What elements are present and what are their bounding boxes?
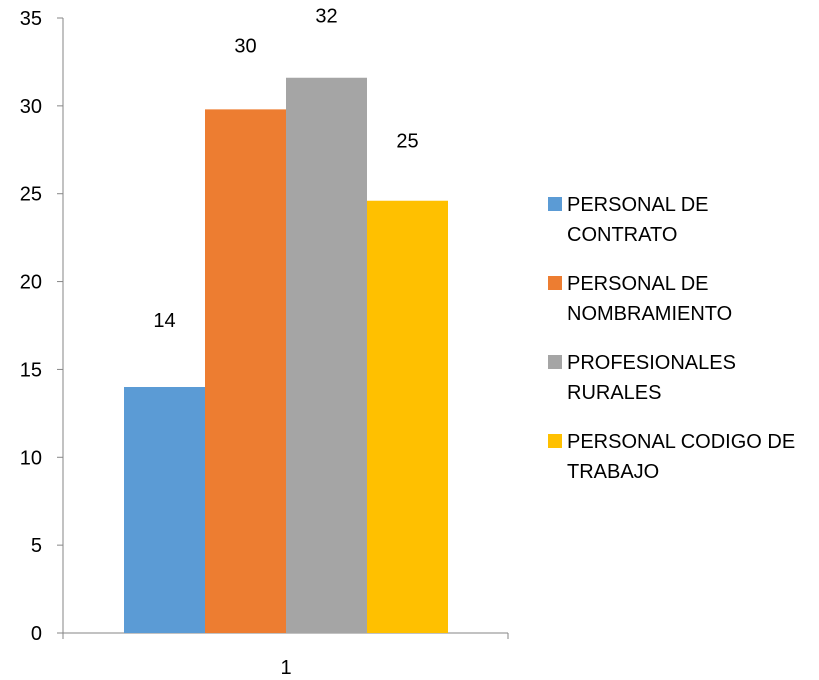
legend-swatch [548, 355, 562, 369]
y-tick-label: 0 [31, 623, 42, 645]
y-tick-label: 5 [31, 535, 42, 557]
category-labels: 1 [280, 657, 291, 679]
legend-item: PERSONAL DE NOMBRAMIENTO [548, 269, 818, 329]
bars [124, 77, 448, 633]
bar-2 [205, 109, 286, 633]
bar-4 [367, 200, 448, 633]
y-tick-label: 15 [20, 359, 42, 381]
legend-item: PROFESIONALES RURALES [548, 348, 818, 408]
category-label: 1 [280, 657, 291, 679]
y-tick-label: 30 [20, 96, 42, 118]
legend-swatch [548, 197, 562, 211]
bar-3 [286, 77, 367, 633]
y-tick-label: 25 [20, 184, 42, 206]
legend-item: PERSONAL DE CONTRATO [548, 190, 818, 250]
y-tick-label: 20 [20, 272, 42, 294]
y-tick-label: 10 [20, 447, 42, 469]
legend-label: PERSONAL CODIGO DE TRABAJO [567, 431, 796, 483]
legend-swatch [548, 434, 562, 448]
legend: PERSONAL DE CONTRATO PERSONAL DE NOMBRAMI… [548, 190, 818, 506]
legend-label: PERSONAL DE CONTRATO [567, 194, 709, 246]
data-label-2: 30 [234, 35, 256, 57]
bar-1 [124, 387, 205, 633]
legend-item: PERSONAL CODIGO DE TRABAJO [548, 427, 818, 487]
data-label-4: 25 [396, 131, 418, 153]
data-labels: 14 30 32 25 [153, 6, 418, 332]
data-label-3: 32 [315, 6, 337, 28]
legend-swatch [548, 276, 562, 290]
data-label-1: 14 [153, 310, 175, 332]
y-axis-ticks: 0 5 10 15 20 25 30 35 [20, 8, 509, 645]
y-tick-label: 35 [20, 8, 42, 30]
legend-label: PERSONAL DE NOMBRAMIENTO [567, 273, 733, 325]
legend-label: PROFESIONALES RURALES [567, 352, 736, 404]
